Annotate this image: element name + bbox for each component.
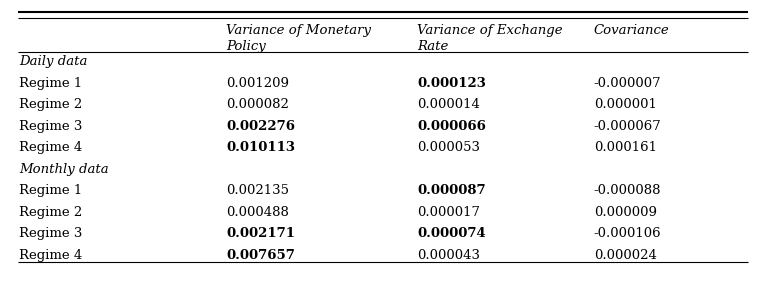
Text: 0.000001: 0.000001 [594, 98, 656, 111]
Text: -0.000088: -0.000088 [594, 184, 661, 197]
Text: 0.000074: 0.000074 [417, 227, 486, 240]
Text: -0.000067: -0.000067 [594, 119, 661, 133]
Text: 0.000017: 0.000017 [417, 206, 480, 218]
Text: Daily data: Daily data [19, 55, 87, 68]
Text: Regime 2: Regime 2 [19, 206, 83, 218]
Text: 0.002276: 0.002276 [226, 119, 295, 133]
Text: -0.000106: -0.000106 [594, 227, 661, 240]
Text: Regime 1: Regime 1 [19, 76, 83, 89]
Text: 0.010113: 0.010113 [226, 141, 295, 154]
Text: Regime 3: Regime 3 [19, 119, 83, 133]
Text: 0.000024: 0.000024 [594, 248, 656, 261]
Text: 0.000009: 0.000009 [594, 206, 656, 218]
Text: 0.000014: 0.000014 [417, 98, 480, 111]
Text: Rate: Rate [417, 40, 449, 53]
Text: Covariance: Covariance [594, 24, 669, 36]
Text: 0.001209: 0.001209 [226, 76, 289, 89]
Text: 0.000053: 0.000053 [417, 141, 480, 154]
Text: 0.002171: 0.002171 [226, 227, 295, 240]
Text: 0.000161: 0.000161 [594, 141, 656, 154]
Text: 0.000488: 0.000488 [226, 206, 289, 218]
Text: 0.002135: 0.002135 [226, 184, 289, 197]
Text: Regime 2: Regime 2 [19, 98, 83, 111]
Text: Regime 4: Regime 4 [19, 248, 83, 261]
Text: 0.000087: 0.000087 [417, 184, 486, 197]
Text: Regime 4: Regime 4 [19, 141, 83, 154]
Text: -0.000007: -0.000007 [594, 76, 661, 89]
Text: 0.000123: 0.000123 [417, 76, 486, 89]
Text: Variance of Monetary: Variance of Monetary [226, 24, 371, 36]
Text: 0.000082: 0.000082 [226, 98, 289, 111]
Text: Regime 3: Regime 3 [19, 227, 83, 240]
Text: Regime 1: Regime 1 [19, 184, 83, 197]
Text: Policy: Policy [226, 40, 266, 53]
Text: 0.000043: 0.000043 [417, 248, 480, 261]
Text: 0.007657: 0.007657 [226, 248, 295, 261]
Text: Variance of Exchange: Variance of Exchange [417, 24, 563, 36]
Text: 0.000066: 0.000066 [417, 119, 486, 133]
Text: Monthly data: Monthly data [19, 163, 109, 176]
